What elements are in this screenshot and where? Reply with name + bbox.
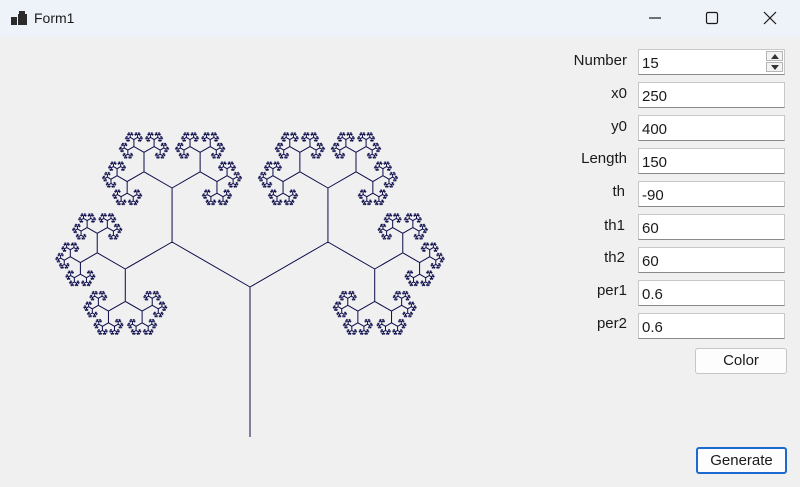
per2-field[interactable] bbox=[638, 313, 785, 339]
color-button[interactable]: Color bbox=[695, 348, 787, 374]
close-button[interactable] bbox=[741, 0, 799, 37]
minimize-button[interactable] bbox=[626, 0, 684, 37]
x0-field[interactable] bbox=[638, 82, 785, 108]
th1-input[interactable] bbox=[639, 215, 762, 239]
x0-label: x0 bbox=[611, 85, 627, 102]
maximize-icon bbox=[705, 11, 719, 25]
length-field[interactable] bbox=[638, 148, 785, 174]
th2-label: th2 bbox=[604, 249, 625, 266]
per2-input[interactable] bbox=[639, 314, 762, 338]
y0-input[interactable] bbox=[639, 116, 762, 140]
th-input[interactable] bbox=[639, 182, 762, 206]
th2-field[interactable] bbox=[638, 247, 785, 273]
spin-up-button[interactable] bbox=[766, 51, 783, 61]
spin-down-button[interactable] bbox=[766, 62, 783, 72]
length-input[interactable] bbox=[639, 149, 762, 173]
fractal-tree-canvas bbox=[55, 132, 445, 437]
maximize-button[interactable] bbox=[683, 0, 741, 37]
minimize-icon bbox=[649, 17, 661, 19]
length-label: Length bbox=[581, 150, 627, 167]
arrow-down-icon bbox=[771, 65, 779, 70]
generate-button[interactable]: Generate bbox=[696, 447, 787, 474]
per1-input[interactable] bbox=[639, 281, 762, 305]
window-title: Form1 bbox=[34, 10, 75, 26]
arrow-up-icon bbox=[771, 54, 779, 59]
th1-label: th1 bbox=[604, 217, 625, 234]
number-input[interactable] bbox=[639, 50, 762, 74]
th2-input[interactable] bbox=[639, 248, 762, 272]
y0-label: y0 bbox=[611, 118, 627, 135]
close-icon bbox=[763, 11, 777, 25]
th-field[interactable] bbox=[638, 181, 785, 207]
form-client-area: Number x0 y0 Length th th1 th2 per1 per2… bbox=[0, 37, 800, 487]
app-icon bbox=[11, 11, 27, 25]
fractal-tree-branches bbox=[55, 132, 445, 437]
x0-input[interactable] bbox=[639, 83, 762, 107]
per1-label: per1 bbox=[596, 282, 627, 299]
per2-label: per2 bbox=[596, 315, 627, 332]
y0-field[interactable] bbox=[638, 115, 785, 141]
spin-buttons bbox=[766, 51, 783, 73]
number-label: Number bbox=[573, 52, 627, 69]
number-spinbox[interactable] bbox=[638, 49, 785, 75]
per1-field[interactable] bbox=[638, 280, 785, 306]
title-bar: Form1 bbox=[0, 0, 800, 37]
th-label: th bbox=[612, 183, 625, 200]
th1-field[interactable] bbox=[638, 214, 785, 240]
